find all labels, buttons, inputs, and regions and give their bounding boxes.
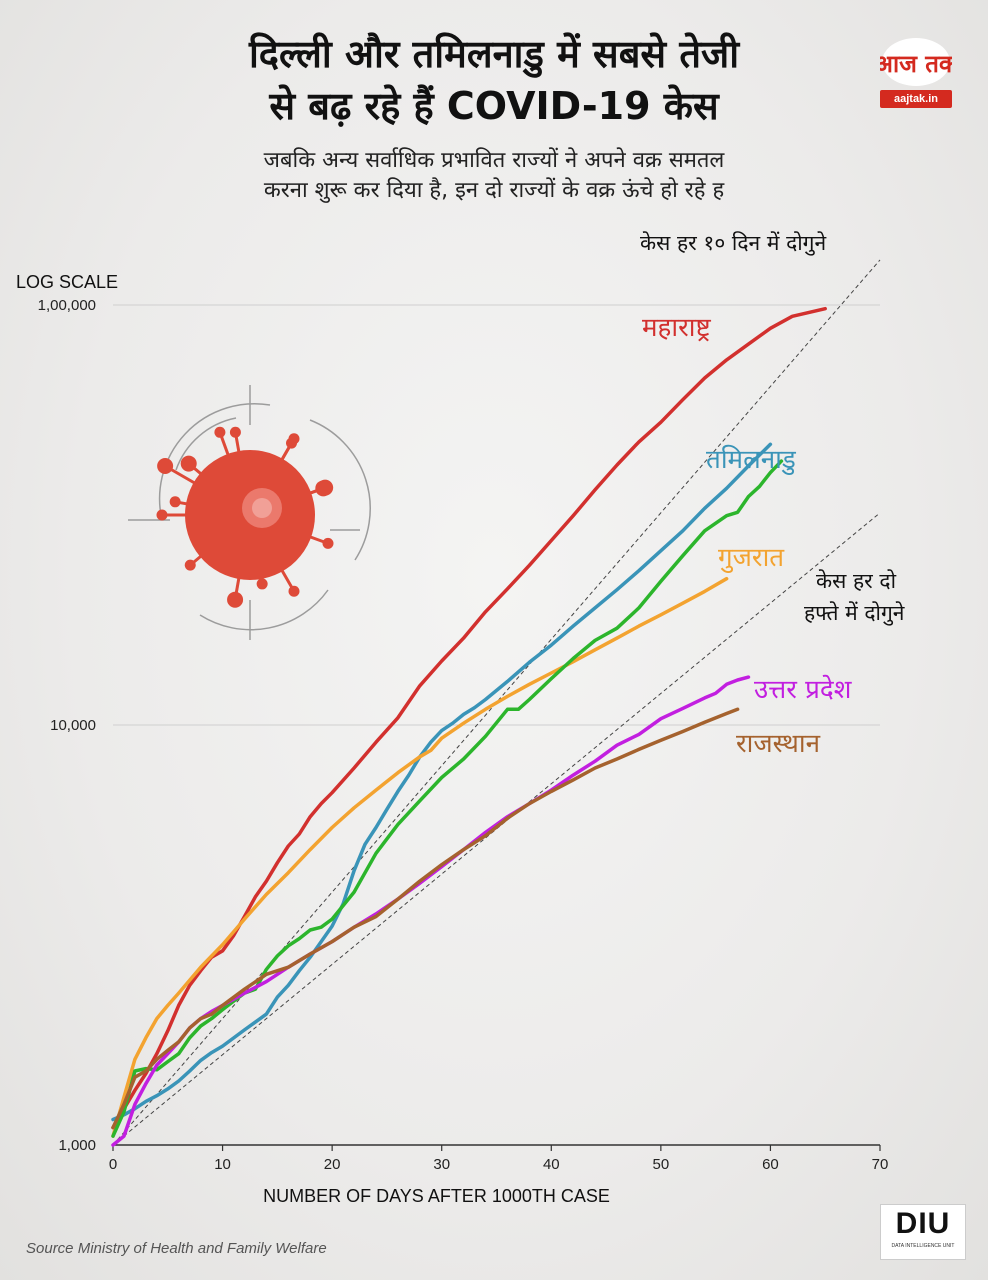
x-tick-label: 10: [214, 1156, 231, 1173]
series-label-tamilnadu: तमिलनाडु: [706, 444, 797, 475]
series-line-maharashtra: [111, 306, 827, 1130]
series-label-gujarat: गुजरात: [718, 543, 785, 573]
x-tick-label: 70: [872, 1156, 889, 1173]
diu-badge-tag: DATA INTELLIGENCE UNIT: [891, 1243, 955, 1249]
diu-badge: DIU DATA INTELLIGENCE UNIT: [880, 1204, 966, 1260]
annotation-two-week-1: केस हर दो: [816, 569, 897, 593]
virus-spike-head: [184, 559, 196, 571]
x-tick-label: 0: [109, 1156, 117, 1173]
aajtak-logo: आज तक: [880, 38, 952, 86]
series-line-gujarat: [111, 576, 729, 1138]
virus-spike-head: [169, 496, 181, 508]
y-tick-label: 1,000: [58, 1137, 96, 1154]
logo-brand: आज तक: [880, 50, 952, 78]
series-line-up: [111, 675, 751, 1147]
y-tick-label: 10,000: [50, 717, 96, 734]
series-line-green: [111, 459, 784, 1138]
series-label-rajasthan: राजस्थान: [736, 729, 821, 759]
x-tick-label: 30: [433, 1156, 450, 1173]
subtitle: जबकि अन्य सर्वाधिक प्रभावित राज्यों ने अ…: [60, 146, 928, 206]
virus-spike-head: [214, 426, 226, 438]
page-title: दिल्ली और तमिलनाडु में सबसे तेजी से बढ़ …: [0, 28, 988, 132]
doubling-every-2-weeks-line: [112, 512, 881, 1146]
subtitle-line-1: जबकि अन्य सर्वाधिक प्रभावित राज्यों ने अ…: [263, 148, 725, 173]
y-tick-label: 1,00,000: [38, 297, 96, 314]
subtitle-line-2: करना शुरू कर दिया है, इन दो राज्यों के व…: [263, 178, 725, 203]
source-note: Source Ministry of Health and Family Wel…: [26, 1240, 327, 1257]
annotation-ten-day: केस हर १० दिन में दोगुने: [640, 231, 826, 256]
virus-spike-head: [156, 509, 168, 521]
annotation-two-week-2: हफ्ते में दोगुने: [804, 601, 905, 626]
logo-site: aajtak.in: [880, 90, 952, 108]
virus-spike-head: [315, 480, 332, 497]
diu-badge-text: DIU: [895, 1207, 951, 1240]
virus-spike-head: [256, 578, 268, 590]
series-line-rajasthan: [111, 707, 740, 1130]
virus-spike-head: [288, 433, 300, 445]
x-tick-label: 40: [543, 1156, 560, 1173]
x-axis-label: NUMBER OF DAYS AFTER 1000TH CASE: [263, 1186, 610, 1206]
virus-spike-head: [322, 537, 334, 549]
x-tick-label: 60: [762, 1156, 779, 1173]
log-scale-label: LOG SCALE: [16, 272, 118, 292]
series-line-tamilnadu: [111, 442, 773, 1122]
x-tick-label: 50: [653, 1156, 670, 1173]
series-label-up: उत्तर प्रदेश: [754, 674, 853, 705]
virus-spike-head: [180, 455, 197, 472]
title-line-2: से बढ़ रहे हैं COVID-19 केस: [269, 84, 719, 128]
virus-spike-head: [157, 458, 174, 474]
series-label-maharashtra: महाराष्ट्र: [642, 313, 711, 343]
x-tick-label: 20: [324, 1156, 341, 1173]
virus-spike-head: [229, 426, 241, 438]
virus-illustration: [128, 385, 371, 640]
title-line-1: दिल्ली और तमिलनाडु में सबसे तेजी: [248, 32, 740, 76]
doubling-every-10-days-line: [112, 259, 881, 1146]
virus-spike-head: [227, 591, 244, 608]
virus-spike-head: [288, 585, 300, 597]
